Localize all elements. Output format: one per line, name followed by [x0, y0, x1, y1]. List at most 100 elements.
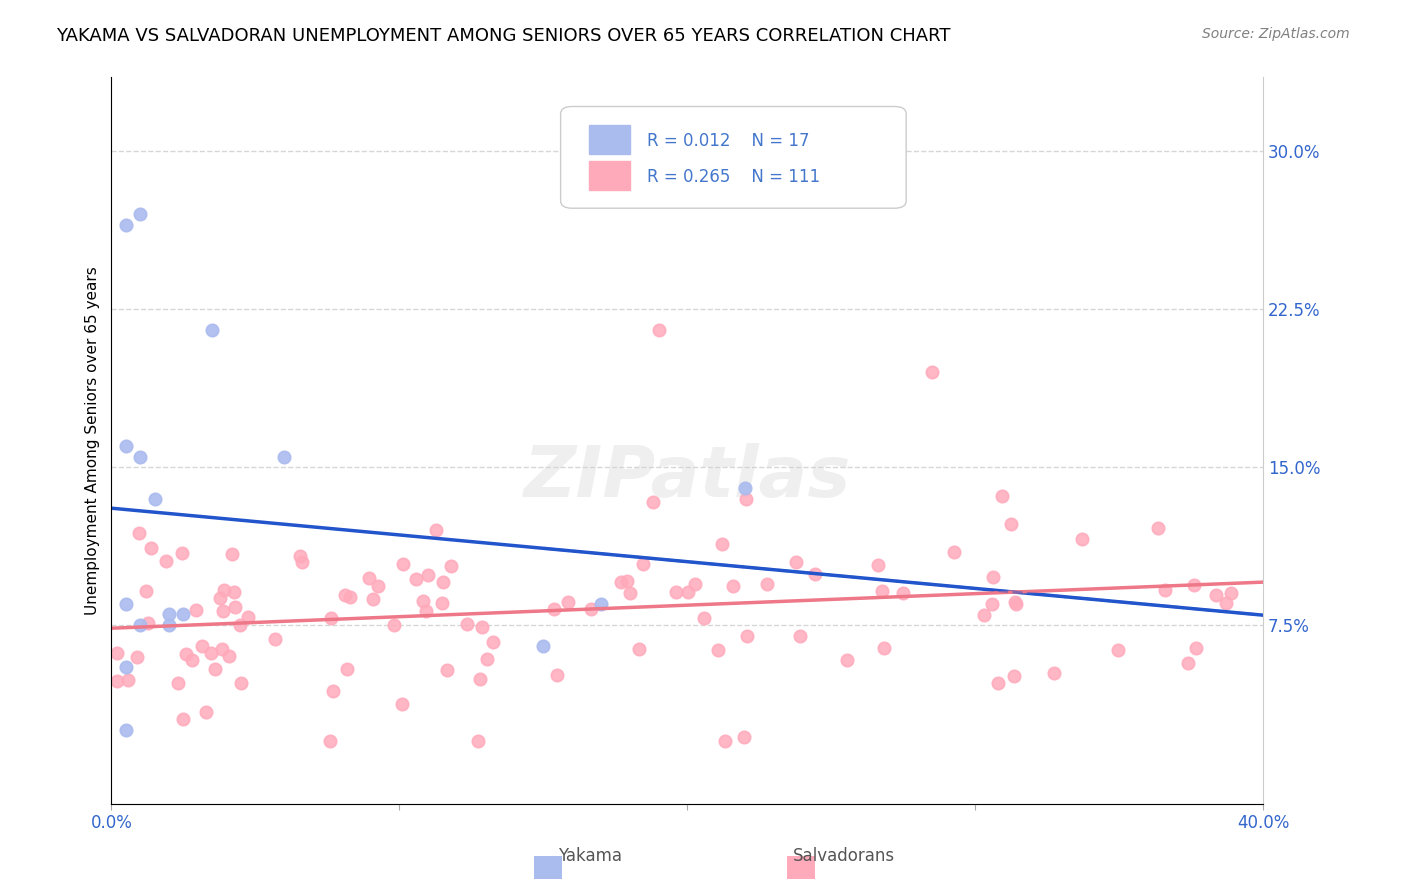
Point	[866, 558, 889, 573]
Point	[456, 617, 478, 632]
Point	[1002, 668, 1025, 682]
Point	[683, 577, 706, 591]
Point	[714, 733, 737, 747]
Point	[195, 705, 218, 719]
Point	[218, 649, 240, 664]
Point	[921, 365, 943, 379]
Point	[128, 526, 150, 541]
Point	[155, 554, 177, 568]
Point	[471, 620, 494, 634]
Point	[221, 548, 243, 562]
Point	[1205, 588, 1227, 602]
Point	[157, 618, 180, 632]
Point	[789, 629, 811, 643]
Point	[114, 723, 136, 738]
Point	[181, 653, 204, 667]
Point	[229, 676, 252, 690]
Text: Salvadorans: Salvadorans	[793, 847, 894, 865]
Point	[405, 572, 427, 586]
Point	[1177, 657, 1199, 671]
Point	[676, 585, 699, 599]
Point	[318, 733, 340, 747]
Point	[785, 555, 807, 569]
Point	[733, 730, 755, 744]
Point	[291, 555, 314, 569]
Point	[468, 672, 491, 686]
Point	[367, 579, 389, 593]
Point	[734, 492, 756, 507]
Point	[735, 629, 758, 643]
Point	[579, 602, 602, 616]
Point	[1219, 586, 1241, 600]
Point	[1146, 521, 1168, 535]
Point	[191, 639, 214, 653]
Point	[467, 733, 489, 747]
Text: Source: ZipAtlas.com: Source: ZipAtlas.com	[1202, 27, 1350, 41]
Point	[707, 642, 730, 657]
Point	[208, 591, 231, 605]
Point	[114, 439, 136, 453]
Point	[114, 218, 136, 232]
Point	[222, 584, 245, 599]
Point	[212, 603, 235, 617]
Point	[482, 635, 505, 649]
Point	[546, 668, 568, 682]
Point	[432, 575, 454, 590]
Text: YAKAMA VS SALVADORAN UNEMPLOYMENT AMONG SENIORS OVER 65 YEARS CORRELATION CHART: YAKAMA VS SALVADORAN UNEMPLOYMENT AMONG …	[56, 27, 950, 45]
Text: Yakama: Yakama	[558, 847, 623, 865]
Point	[200, 646, 222, 660]
Point	[475, 652, 498, 666]
Point	[412, 594, 434, 608]
Point	[557, 595, 579, 609]
Point	[425, 523, 447, 537]
Point	[184, 602, 207, 616]
Point	[211, 642, 233, 657]
Point	[333, 588, 356, 602]
Point	[1182, 578, 1205, 592]
Point	[641, 495, 664, 509]
Point	[236, 610, 259, 624]
Point	[391, 697, 413, 711]
Point	[157, 607, 180, 622]
Point	[980, 597, 1002, 611]
Point	[440, 559, 463, 574]
Point	[756, 576, 779, 591]
Point	[166, 676, 188, 690]
Point	[711, 537, 734, 551]
Point	[322, 684, 344, 698]
Point	[212, 583, 235, 598]
Point	[392, 558, 415, 572]
Point	[973, 608, 995, 623]
Point	[631, 557, 654, 571]
Point	[127, 650, 149, 665]
Point	[359, 570, 381, 584]
Point	[129, 450, 152, 464]
Point	[117, 673, 139, 687]
FancyBboxPatch shape	[561, 106, 905, 208]
Point	[1004, 594, 1026, 608]
Point	[987, 676, 1010, 690]
Point	[174, 647, 197, 661]
Point	[721, 578, 744, 592]
Point	[430, 596, 453, 610]
Text: ZIPatlas: ZIPatlas	[523, 442, 851, 511]
Point	[616, 574, 638, 588]
Point	[734, 481, 756, 495]
Point	[321, 611, 343, 625]
Point	[873, 641, 896, 656]
Bar	[589, 125, 630, 153]
Point	[647, 323, 669, 337]
Point	[627, 641, 650, 656]
Point	[172, 712, 194, 726]
Bar	[589, 161, 630, 190]
Point	[415, 604, 437, 618]
Point	[361, 591, 384, 606]
Point	[1071, 532, 1094, 546]
Point	[339, 590, 361, 604]
Point	[114, 597, 136, 611]
Point	[129, 618, 152, 632]
Point	[436, 664, 458, 678]
Point	[135, 583, 157, 598]
Point	[1042, 665, 1064, 680]
Point	[172, 546, 194, 560]
